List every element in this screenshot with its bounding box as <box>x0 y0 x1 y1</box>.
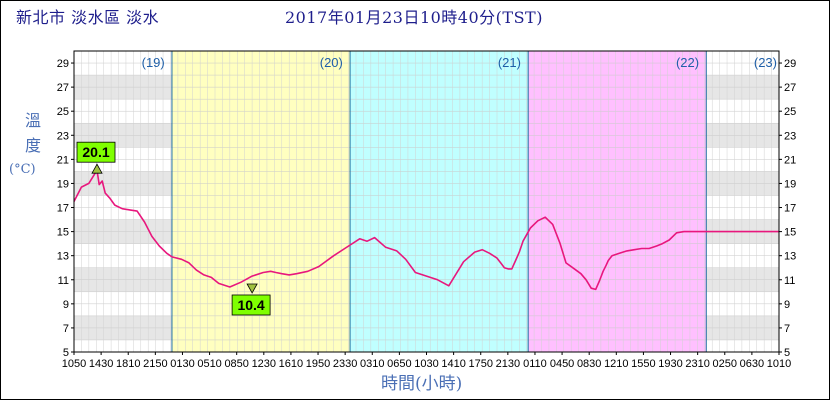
x-tick-label: 1030 <box>414 358 438 370</box>
x-tick-label: 0310 <box>360 358 384 370</box>
max-label: 20.1 <box>82 144 109 160</box>
day-label: (20) <box>320 55 343 70</box>
day-label: (21) <box>498 55 521 70</box>
x-tick-label: 0650 <box>387 358 411 370</box>
y-tick-left: 11 <box>58 275 69 287</box>
temperature-series-line <box>73 169 779 291</box>
max-label-box <box>76 141 116 163</box>
y-tick-right: 11 <box>784 275 795 287</box>
horizontal-gridlines <box>74 62 779 341</box>
x-tick-label: 1930 <box>658 358 682 370</box>
y-tick-left: 27 <box>57 82 69 94</box>
day-block-3 <box>528 51 707 352</box>
y-tick-left: 5 <box>63 347 69 359</box>
x-axis: 1050 1430 1810 2150 0130 0510 0850 1230 1610 1950… <box>62 352 791 370</box>
y-tick-right: 13 <box>784 251 796 263</box>
x-tick-label: 0850 <box>224 358 248 370</box>
x-tick-label: 1410 <box>441 358 465 370</box>
x-tick-label: 1230 <box>252 358 276 370</box>
y-label-unit: (°C) <box>9 162 36 177</box>
y-tick-left: 13 <box>57 251 69 263</box>
min-label-box <box>231 294 271 316</box>
x-axis-label: 時間(小時) <box>381 374 462 394</box>
y-tick-right: 17 <box>784 203 796 215</box>
location-title: 新北市 淡水區 淡水 <box>16 8 160 27</box>
x-tick-label: 0110 <box>523 358 547 370</box>
y-tick-left: 29 <box>57 58 69 70</box>
y-tick-right: 29 <box>784 58 796 70</box>
min-label: 10.4 <box>237 297 264 313</box>
x-tick-label: 0250 <box>713 358 737 370</box>
y-tick-right: 27 <box>784 82 796 94</box>
y-tick-right: 5 <box>784 347 790 359</box>
x-tick-label: 1610 <box>279 358 303 370</box>
x-tick-label: 1010 <box>767 358 791 370</box>
x-tick-label: 0450 <box>550 358 574 370</box>
y-tick-left: 19 <box>57 178 69 190</box>
day-block-2 <box>350 51 529 352</box>
y-tick-right: 9 <box>784 299 790 311</box>
y-label-char-2: 度 <box>25 136 41 155</box>
x-tick-label: 1810 <box>116 358 140 370</box>
x-tick-label: 2330 <box>333 358 357 370</box>
x-tick-label: 1210 <box>604 358 628 370</box>
y-tick-right: 25 <box>784 106 796 118</box>
y-label-char-1: 溫 <box>25 111 41 130</box>
y-tick-left: 9 <box>63 299 69 311</box>
y-tick-left: 17 <box>57 203 69 215</box>
y-tick-right: 7 <box>784 323 790 335</box>
plot-border <box>73 50 780 353</box>
x-tick-label: 2150 <box>143 358 167 370</box>
day-label: (22) <box>676 55 699 70</box>
y-axis-left: 5 7 9 11 13 15 17 19 21 23 25 27 29 <box>57 58 74 359</box>
x-tick-label: 0830 <box>577 358 601 370</box>
y-axis-label: 溫 度 (°C) <box>9 111 41 177</box>
y-tick-left: 25 <box>57 106 69 118</box>
y-tick-left: 23 <box>57 130 69 142</box>
y-tick-left: 15 <box>57 227 69 239</box>
x-tick-label: 0630 <box>740 358 764 370</box>
day-label: (19) <box>142 55 165 70</box>
x-tick-label: 0510 <box>197 358 221 370</box>
y-tick-right: 21 <box>784 154 796 166</box>
y-axis-right: 5 7 9 11 13 15 17 19 21 23 25 27 29 <box>779 58 796 359</box>
min-marker-icon <box>246 283 258 294</box>
day-label: (23) <box>754 55 777 70</box>
y-tick-left: 7 <box>63 323 69 335</box>
y-tick-left: 21 <box>57 154 69 166</box>
x-tick-label: 1750 <box>468 358 492 370</box>
x-tick-label: 1050 <box>62 358 86 370</box>
x-tick-label: 0130 <box>170 358 194 370</box>
x-tick-label: 1950 <box>306 358 330 370</box>
day-labels: (19) (20) (21) (22) (23) <box>142 55 777 70</box>
x-tick-label: 1430 <box>89 358 113 370</box>
series-group <box>73 169 779 291</box>
y-tick-right: 19 <box>784 178 796 190</box>
y-tick-right: 15 <box>784 227 796 239</box>
x-tick-label: 1550 <box>631 358 655 370</box>
max-marker-icon <box>91 163 103 174</box>
annotations: 20.1 10.4 <box>76 141 271 316</box>
datetime-title: 2017年01月23日10時40分(TST) <box>285 8 543 27</box>
vertical-gridlines <box>81 51 772 352</box>
x-tick-label: 2310 <box>685 358 709 370</box>
y-tick-right: 23 <box>784 130 796 142</box>
day-dividers <box>171 51 707 352</box>
x-tick-label: 2130 <box>496 358 520 370</box>
